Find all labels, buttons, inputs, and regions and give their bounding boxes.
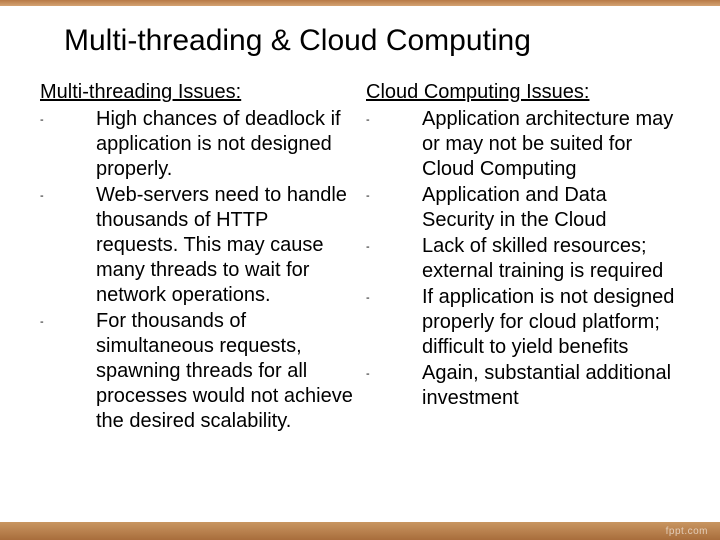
left-heading: Multi-threading Issues: [40,80,354,105]
list-item-text: Lack of skilled resources; external trai… [422,234,680,284]
slide: Multi-threading & Cloud Computing Multi-… [0,0,720,540]
left-list: - High chances of deadlock if applicatio… [40,107,354,434]
list-item: - For thousands of simultaneous requests… [40,309,354,434]
list-item-text: If application is not designed properly … [422,285,680,360]
bullet-dash: - [40,309,96,328]
list-item-text: High chances of deadlock if application … [96,107,354,182]
accent-bar-bottom [0,522,720,540]
list-item-text: Web-servers need to handle thousands of … [96,183,354,308]
list-item-text: For thousands of simultaneous requests, … [96,309,354,434]
bullet-dash: - [40,107,96,126]
right-list: - Application architecture may or may no… [366,107,680,411]
right-column: Cloud Computing Issues: - Application ar… [366,80,680,435]
list-item: - Application and Data Security in the C… [366,183,680,233]
list-item: - Application architecture may or may no… [366,107,680,182]
slide-title: Multi-threading & Cloud Computing [64,24,680,58]
bullet-dash: - [40,183,96,202]
list-item: - Lack of skilled resources; external tr… [366,234,680,284]
bullet-dash: - [366,183,422,202]
watermark: fppt.com [666,526,708,537]
bullet-dash: - [366,285,422,304]
bullet-dash: - [366,361,422,380]
list-item: - If application is not designed properl… [366,285,680,360]
list-item-text: Again, substantial additional investment [422,361,680,411]
list-item-text: Application and Data Security in the Clo… [422,183,680,233]
accent-bar-top [0,0,720,6]
bullet-dash: - [366,107,422,126]
bullet-dash: - [366,234,422,253]
list-item: - Web-servers need to handle thousands o… [40,183,354,308]
right-heading: Cloud Computing Issues: [366,80,680,105]
list-item: - High chances of deadlock if applicatio… [40,107,354,182]
list-item-text: Application architecture may or may not … [422,107,680,182]
list-item: - Again, substantial additional investme… [366,361,680,411]
left-column: Multi-threading Issues: - High chances o… [40,80,354,435]
content-columns: Multi-threading Issues: - High chances o… [40,80,680,435]
